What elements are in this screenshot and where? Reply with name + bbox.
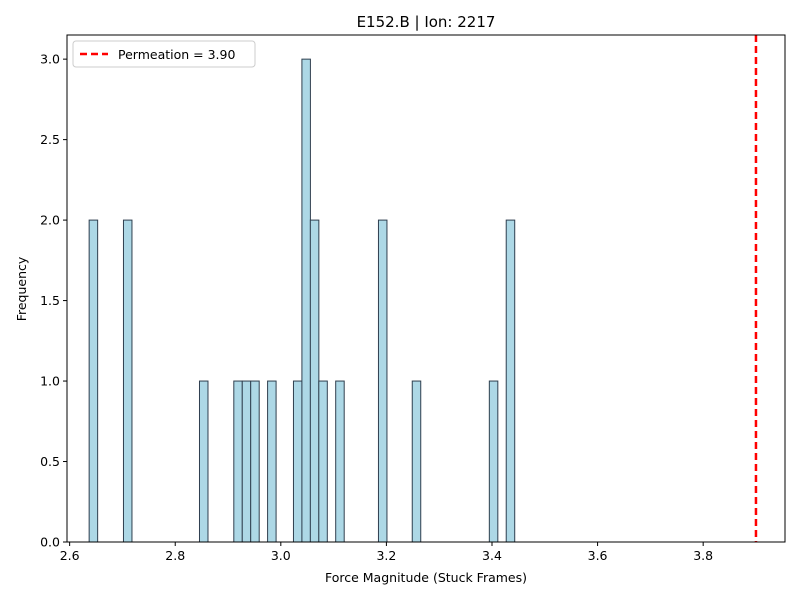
histogram-bar-0	[88, 219, 99, 543]
plot-frame	[66, 34, 786, 543]
legend-label-permeation: Permeation = 3.90	[118, 47, 235, 62]
y-tick-label: 0.5	[40, 454, 60, 469]
x-tick-label: 2.6	[60, 548, 80, 563]
histogram-bar-8	[301, 58, 311, 543]
histogram-bar-14	[488, 380, 499, 543]
x-tick-label: 3.8	[693, 548, 713, 563]
histogram-bar-3	[233, 380, 243, 543]
y-tick-label: 1.0	[40, 374, 60, 389]
x-axis-label: Force Magnitude (Stuck Frames)	[325, 570, 527, 585]
y-tick-label: 2.5	[40, 132, 60, 147]
x-tick-label: 3.2	[376, 548, 396, 563]
y-axis: 0.0 0.5 1.0 1.5 2.0 2.5 3.0	[40, 52, 67, 550]
histogram-bar-11	[335, 380, 345, 543]
legend-box	[72, 40, 256, 68]
histogram-bar-15	[505, 219, 516, 543]
histogram-bar-12	[377, 219, 388, 543]
histogram-bar-6	[267, 380, 277, 543]
x-tick-label: 2.8	[165, 548, 185, 563]
histogram-bar-7	[292, 380, 303, 543]
histogram-bar-1	[122, 219, 133, 543]
histogram-bar-5	[250, 380, 260, 543]
y-tick-label: 3.0	[40, 52, 60, 67]
histogram-bar-13	[411, 380, 422, 543]
y-tick-label: 0.0	[40, 535, 60, 550]
histogram-bar-2	[198, 380, 209, 543]
x-tick-label: 3.6	[588, 548, 608, 563]
legend: Permeation = 3.90	[72, 40, 256, 68]
histogram-bar-10	[318, 380, 328, 543]
y-tick-label: 1.5	[40, 293, 60, 308]
histogram-bar-9	[309, 219, 320, 543]
histogram-bars	[88, 58, 516, 543]
histogram-bar-4	[241, 380, 252, 543]
x-axis: 2.6 2.8 3.0 3.2 3.4 3.6 3.8	[60, 542, 713, 563]
x-tick-label: 3.4	[482, 548, 502, 563]
y-axis-label: Frequency	[14, 256, 29, 321]
x-tick-label: 3.0	[271, 548, 291, 563]
chart-title: E152.B | Ion: 2217	[357, 13, 496, 31]
y-tick-label: 2.0	[40, 213, 60, 228]
